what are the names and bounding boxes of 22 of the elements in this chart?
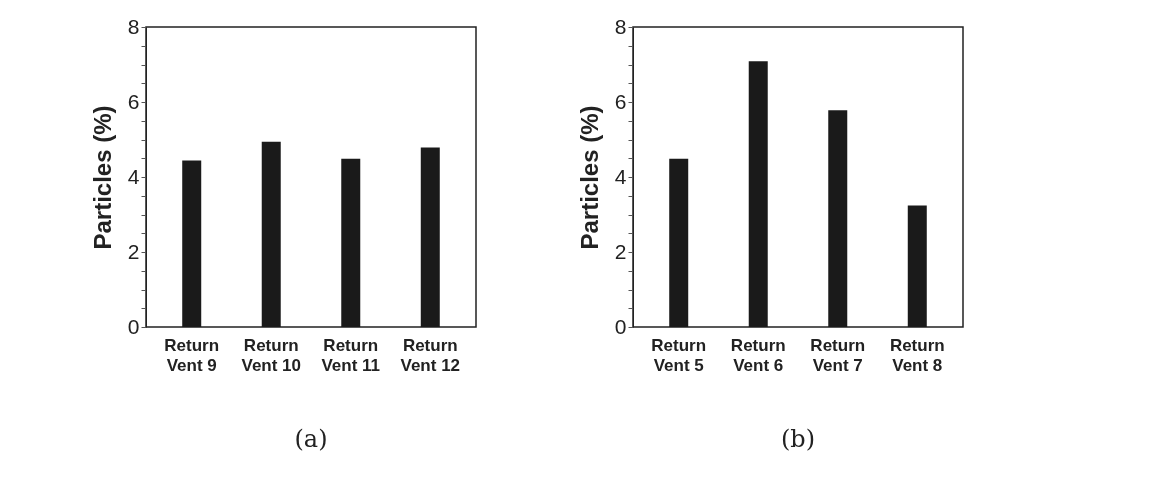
y-tick-label: 2 <box>614 239 627 263</box>
y-tick-label: 2 <box>127 239 140 263</box>
x-tick-label: Return Vent 8 <box>889 335 945 375</box>
x-tick-label: Return Vent 12 <box>400 335 461 375</box>
x-tick-label: Return Vent 6 <box>730 335 786 375</box>
y-tick-label: 8 <box>127 14 140 38</box>
text: (b) <box>780 425 816 453</box>
y-tick-label: 8 <box>614 14 627 38</box>
x-tick-label: Return Vent 11 <box>321 335 381 375</box>
y-tick-label: 6 <box>127 89 140 113</box>
x-tick-label: Return Vent 5 <box>651 335 707 375</box>
x-tick-label: Return Vent 10 <box>241 335 302 375</box>
text: (a) <box>294 425 328 453</box>
y-tick-label: 4 <box>614 164 627 188</box>
y-tick-label: 4 <box>127 164 140 188</box>
y-axis-title: Particles (%) <box>88 105 116 250</box>
x-tick-label: Return Vent 9 <box>164 335 220 375</box>
y-tick-label: 6 <box>614 89 627 113</box>
y-axis-title: Particles (%) <box>575 105 603 250</box>
x-tick-label: Return Vent 7 <box>810 335 866 375</box>
y-tick-label: 0 <box>127 314 140 338</box>
y-tick-label: 0 <box>614 314 627 338</box>
